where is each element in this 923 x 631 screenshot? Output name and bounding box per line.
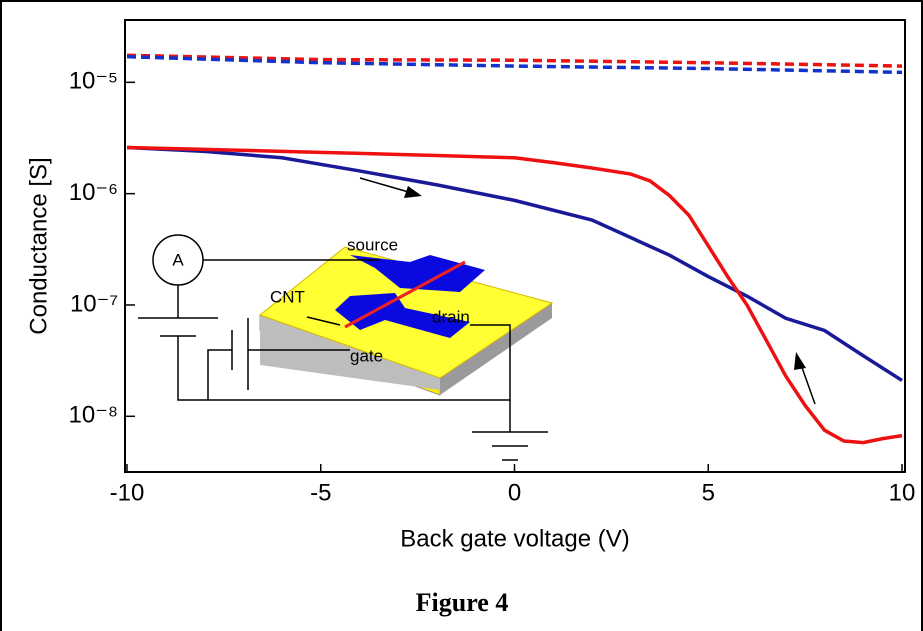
x-tick-label: -10: [110, 479, 145, 506]
cnt: [344, 260, 466, 329]
annotation: A: [172, 250, 184, 269]
source-pad: [350, 255, 485, 292]
y-tick-label: 10⁻⁷: [70, 290, 118, 317]
data-line: [126, 145, 903, 382]
arrow: [799, 361, 816, 405]
arrow-head: [794, 352, 806, 370]
plot-frame: [124, 19, 906, 473]
annotation: source: [347, 235, 398, 254]
arrow: [359, 177, 413, 194]
annotation: CNT: [270, 287, 305, 306]
data-line: [126, 145, 903, 445]
caption: Figure 4: [416, 588, 509, 617]
circuit-inset: A source CNT drain gate: [138, 234, 554, 461]
arrows: [359, 177, 816, 405]
y-tick-label: 10⁻⁸: [69, 402, 119, 429]
drain-pad: [335, 293, 470, 338]
substrate-side: [440, 303, 552, 395]
data-line: [126, 53, 903, 68]
x-tick-label: 5: [702, 479, 715, 506]
x-axis-label: Back gate voltage (V): [400, 525, 629, 552]
y-axis-label: Conductance [S]: [25, 157, 52, 334]
substrate-side: [260, 315, 440, 390]
x-tick-label: -5: [310, 479, 331, 506]
y-tick-label: 10⁻⁵: [69, 68, 118, 95]
arrow-head: [404, 186, 422, 198]
wire: [207, 349, 232, 400]
annotation: gate: [350, 346, 383, 365]
x-tick-label: 0: [508, 479, 521, 506]
y-tick-label: 10⁻⁶: [69, 179, 118, 206]
annotation: drain: [432, 307, 470, 326]
pointer: [306, 316, 341, 326]
x-tick-label: 10: [889, 479, 916, 506]
data-line: [126, 54, 903, 75]
